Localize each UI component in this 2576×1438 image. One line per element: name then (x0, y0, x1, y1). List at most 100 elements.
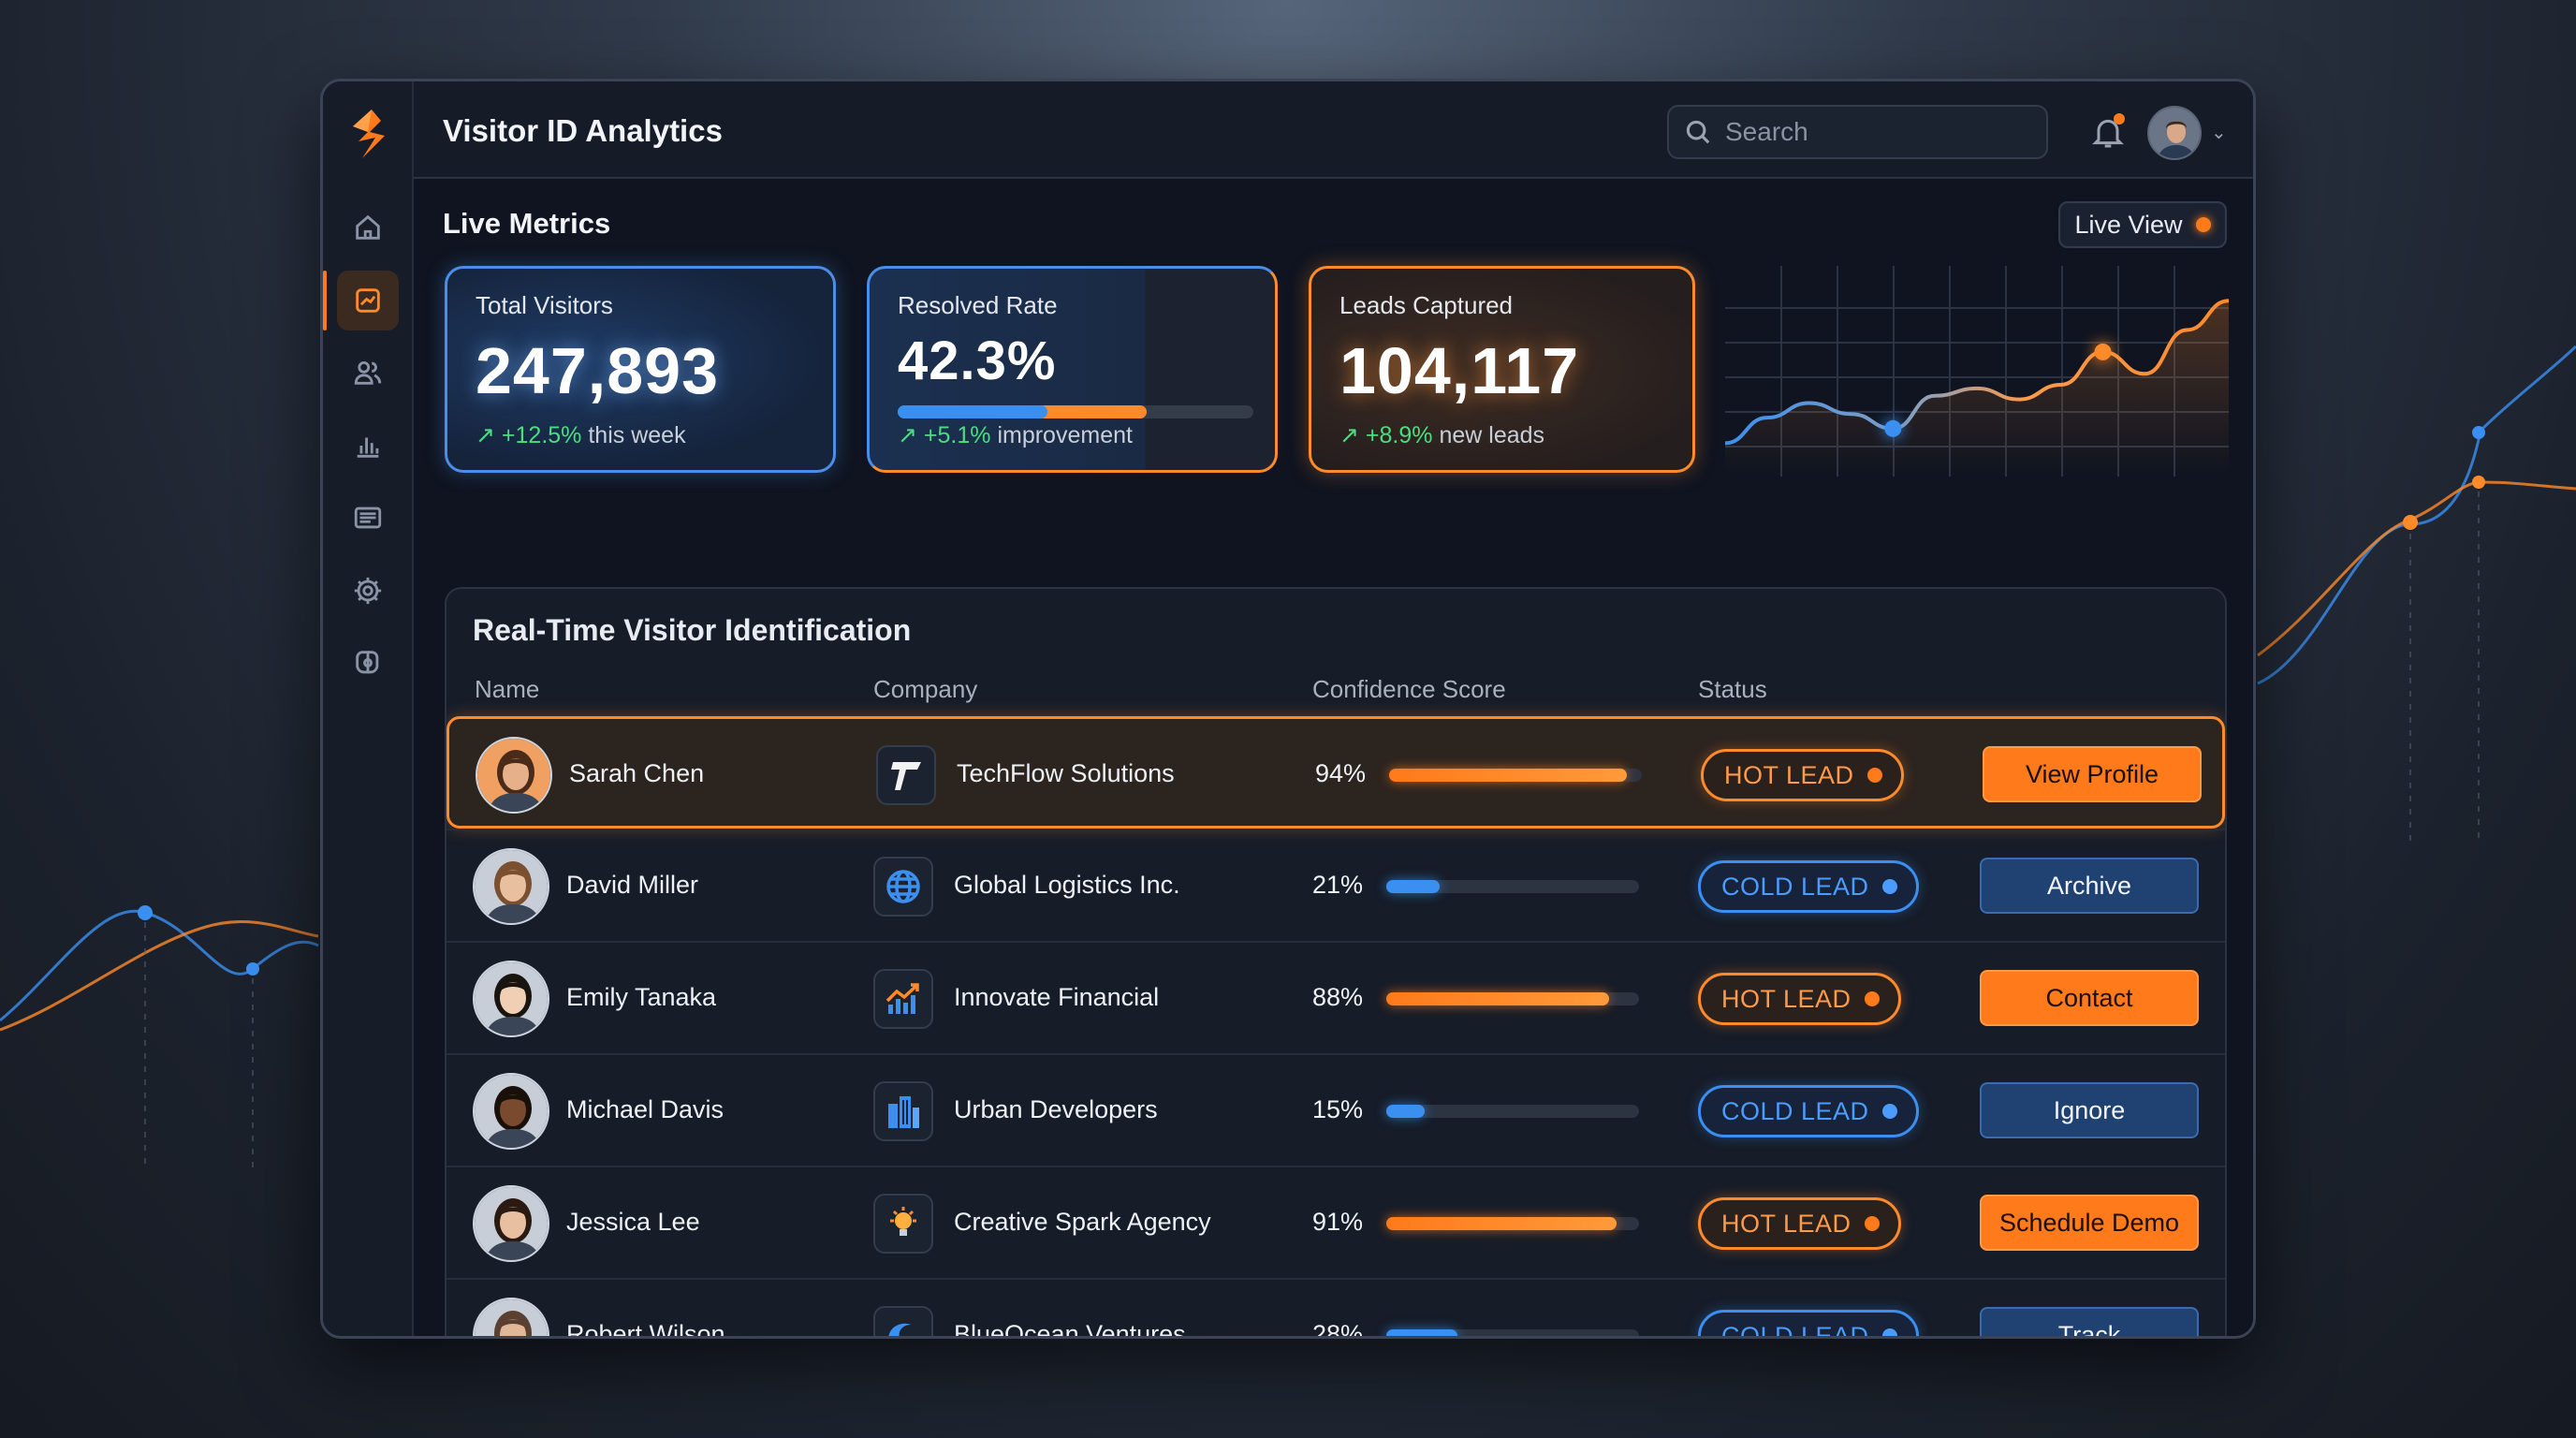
resolved-progress-bar (898, 405, 1253, 418)
company-name: TechFlow Solutions (957, 759, 1175, 787)
sidebar-item-settings[interactable] (337, 561, 399, 621)
top-header: Visitor ID Analytics Search ⌄ (414, 81, 2253, 179)
sidebar-item-data[interactable] (337, 488, 399, 548)
screen-chart-icon (356, 287, 380, 313)
visitor-name[interactable]: Michael Davis (566, 1095, 724, 1123)
status-label: HOT LEAD (1721, 1209, 1852, 1238)
notification-dot (2114, 113, 2125, 125)
status-dot (1881, 1104, 1897, 1119)
row-action-button[interactable]: Archive (1980, 858, 2199, 914)
metric-card-leads-captured[interactable]: Leads Captured 104,117 ↗ +8.9% new leads (1309, 266, 1695, 473)
visitor-name[interactable]: Sarah Chen (569, 759, 705, 787)
delta-value: +12.5% (501, 422, 582, 448)
table-row[interactable]: David Miller Global Logistics Inc. 21% C… (446, 829, 2225, 941)
company-name: Creative Spark Agency (954, 1208, 1211, 1236)
trend-point (1884, 419, 1902, 437)
users-icon (354, 360, 382, 385)
sidebar-item-reports[interactable] (337, 416, 399, 476)
table-row[interactable]: Jessica Lee Creative Spark Agency 91% HO… (446, 1166, 2225, 1278)
status-dot (1864, 1216, 1880, 1231)
visitor-name[interactable]: David Miller (566, 871, 699, 899)
brain-gear-icon (356, 651, 379, 674)
visitor-name[interactable]: Robert Wilson (566, 1320, 725, 1339)
visitor-name[interactable]: Emily Tanaka (566, 983, 717, 1011)
delta-value: +8.9% (1365, 422, 1433, 448)
company-name: Global Logistics Inc. (954, 871, 1180, 899)
trend-up-icon: ↗ (898, 422, 924, 448)
status-badge: COLD LEAD (1698, 860, 1919, 913)
status-dot (1866, 768, 1882, 783)
app-window: Visitor ID Analytics Search ⌄ Live Metri… (320, 79, 2256, 1339)
metric-value: 247,893 (476, 334, 720, 407)
sidebar (323, 81, 414, 1336)
status-label: COLD LEAD (1721, 872, 1869, 901)
company-logo (873, 1194, 933, 1254)
main-content: Live Metrics Live View Total Visitors 24… (414, 179, 2253, 1336)
metric-card-total-visitors[interactable]: Total Visitors 247,893 ↗ +12.5% this wee… (445, 266, 836, 473)
notifications-button[interactable] (2089, 113, 2127, 151)
sidebar-item-visitors[interactable] (337, 343, 399, 403)
row-action-button[interactable]: View Profile (1983, 746, 2202, 802)
sidebar-item-live-analytics[interactable] (323, 270, 399, 330)
metric-value: 42.3% (898, 330, 1057, 391)
bar-chart-icon (357, 437, 379, 458)
sidebar-item-home[interactable] (337, 198, 399, 257)
status-label: HOT LEAD (1721, 984, 1852, 1013)
wave-icon (888, 1323, 911, 1336)
row-action-button[interactable]: Contact (1980, 970, 2199, 1026)
company-logo (873, 1081, 933, 1141)
metric-delta: ↗ +8.9% new leads (1339, 421, 1544, 449)
sidebar-item-integrations[interactable] (337, 633, 399, 693)
company-logo (873, 969, 933, 1029)
delta-text: new leads (1439, 422, 1545, 448)
visitor-avatar (473, 1185, 549, 1262)
metric-delta: ↗ +12.5% this week (476, 421, 686, 449)
trend-up-icon: ↗ (1339, 422, 1366, 448)
status-badge: COLD LEAD (1698, 1310, 1919, 1336)
visitor-identification-panel: Real-Time Visitor Identification Name Co… (445, 587, 2227, 1339)
company-name: Innovate Financial (954, 983, 1160, 1011)
bell-icon (2092, 119, 2124, 148)
trend-line (1725, 299, 2229, 446)
confidence-score: 88% (1312, 983, 1364, 1011)
confidence-bar (1389, 769, 1642, 782)
confidence-bar-fill (1386, 1217, 1617, 1230)
row-action-button[interactable]: Ignore (1980, 1082, 2199, 1138)
metric-card-resolved-rate[interactable]: Resolved Rate 42.3% ↗ +5.1% improvement (867, 266, 1278, 473)
company-logo (876, 745, 936, 805)
status-badge: HOT LEAD (1701, 749, 1904, 801)
chevron-down-icon[interactable]: ⌄ (2211, 123, 2227, 143)
confidence-score: 21% (1312, 871, 1364, 899)
visitor-avatar (473, 1073, 549, 1150)
confidence-bar-fill (1389, 769, 1627, 782)
confidence-bar (1386, 1217, 1639, 1230)
live-indicator-dot (2195, 217, 2211, 232)
table-row[interactable]: Robert Wilson BlueOcean Ventures 28% COL… (446, 1278, 2225, 1339)
row-action-button[interactable]: Schedule Demo (1980, 1195, 2199, 1251)
metric-label: Leads Captured (1339, 291, 1514, 319)
company-name: Urban Developers (954, 1095, 1158, 1123)
search-input[interactable]: Search (1667, 105, 2048, 159)
live-view-button[interactable]: Live View (2058, 201, 2227, 248)
status-label: HOT LEAD (1724, 760, 1854, 789)
row-action-button[interactable]: Track (1980, 1307, 2199, 1336)
confidence-bar (1386, 1105, 1639, 1118)
status-dot (1864, 991, 1880, 1006)
table-row[interactable]: Sarah Chen TechFlow Solutions 94% HOT LE… (446, 716, 2225, 829)
lightbulb-icon (890, 1207, 916, 1236)
table-row[interactable]: Emily Tanaka Innovate Financial 88% HOT … (446, 941, 2225, 1053)
search-icon (1686, 120, 1710, 144)
table-row[interactable]: Michael Davis Urban Developers 15% COLD … (446, 1053, 2225, 1166)
metric-label: Total Visitors (476, 291, 613, 319)
confidence-bar-fill (1386, 880, 1440, 893)
visitor-name[interactable]: Jessica Lee (566, 1208, 700, 1236)
metric-delta: ↗ +5.1% improvement (898, 421, 1133, 449)
user-avatar[interactable] (2147, 106, 2202, 160)
status-dot (1881, 879, 1897, 894)
trend-point (2094, 343, 2112, 360)
table-icon (354, 506, 382, 529)
visitor-avatar (473, 961, 549, 1037)
trend-sparkline-chart (1725, 266, 2229, 477)
delta-text: this week (588, 422, 686, 448)
brand-logo-icon (353, 110, 385, 158)
